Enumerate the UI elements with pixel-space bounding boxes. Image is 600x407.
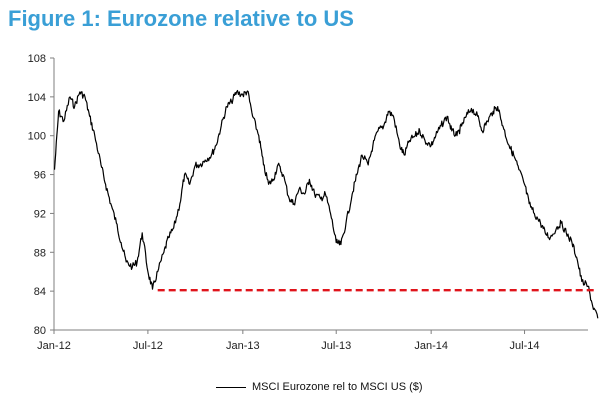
- y-tick-label: 108: [28, 53, 46, 65]
- series-line-msci-eurozone: [53, 89, 599, 319]
- plot-area: 80 84 88 92 96 100 104 108 Jan-12 Jul-12 Jan-13 Jul…: [28, 53, 599, 352]
- y-tick-label: 96: [34, 170, 46, 182]
- y-tick-label: 92: [34, 208, 46, 220]
- legend-line-swatch: [216, 386, 246, 388]
- x-tick-label: Jul-13: [321, 340, 351, 352]
- y-tick-label: 104: [28, 92, 46, 104]
- x-tick-label: Jan-13: [226, 340, 260, 352]
- figure-title: Figure 1: Eurozone relative to US: [8, 6, 354, 31]
- x-tick-label: Jul-12: [133, 340, 163, 352]
- legend-label: MSCI Eurozone rel to MSCI US ($): [252, 381, 423, 393]
- y-tick-label: 100: [28, 131, 46, 143]
- legend: MSCI Eurozone rel to MSCI US ($): [216, 381, 423, 393]
- y-tick-label: 80: [34, 325, 46, 337]
- x-tick-label: Jan-12: [37, 340, 71, 352]
- x-tick-label: Jul-14: [510, 340, 540, 352]
- y-tick-label: 88: [34, 247, 46, 259]
- x-tick-label: Jan-14: [414, 340, 448, 352]
- y-tick-label: 84: [34, 286, 46, 298]
